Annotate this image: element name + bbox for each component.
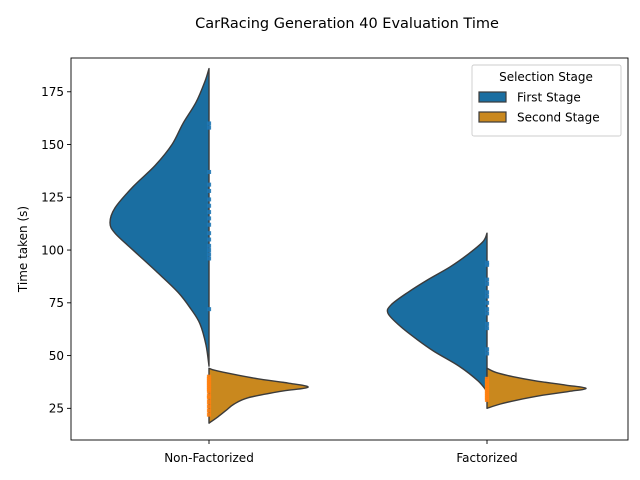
- data-point: [206, 243, 212, 248]
- data-point: [206, 121, 212, 126]
- data-point: [206, 216, 212, 221]
- y-axis-label: Time taken (s): [16, 206, 30, 293]
- legend-entry: Second Stage: [517, 111, 600, 125]
- data-point: [206, 389, 212, 394]
- data-point: [484, 326, 490, 331]
- data-point: [206, 203, 212, 208]
- data-point: [484, 397, 490, 402]
- data-point: [206, 248, 212, 253]
- series-second-stage: [206, 367, 587, 424]
- data-point: [206, 197, 212, 202]
- data-point: [484, 260, 490, 265]
- data-point: [206, 385, 212, 390]
- data-point: [206, 125, 212, 130]
- data-point: [484, 290, 490, 295]
- data-point: [206, 169, 212, 174]
- data-point: [484, 281, 490, 286]
- data-point: [206, 188, 212, 193]
- y-tick-label: 125: [41, 191, 64, 205]
- data-point: [206, 376, 212, 381]
- data-point: [484, 383, 490, 388]
- data-point: [206, 374, 212, 379]
- data-point: [206, 408, 212, 413]
- axes: 25 50 75 100 125 150 175 Non-Factorized Factoriz…: [41, 85, 518, 465]
- y-tick-label: 50: [49, 349, 64, 363]
- legend-swatch: [478, 91, 507, 103]
- legend-swatch: [478, 111, 507, 123]
- data-point: [206, 387, 212, 392]
- data-point: [206, 395, 212, 400]
- data-point: [484, 385, 490, 390]
- data-point: [484, 389, 490, 394]
- data-point: [484, 347, 490, 352]
- legend-title: Selection Stage: [499, 70, 593, 84]
- data-point: [484, 307, 490, 312]
- y-tick-label: 150: [41, 138, 64, 152]
- data-point: [206, 393, 212, 398]
- x-tick-label: Non-Factorized: [164, 451, 254, 465]
- data-point: [206, 210, 212, 215]
- data-point: [484, 311, 490, 316]
- data-point: [484, 378, 490, 383]
- data-point: [484, 395, 490, 400]
- data-point: [206, 378, 212, 383]
- y-tick-label: 75: [49, 296, 64, 310]
- data-point: [206, 231, 212, 236]
- violin-half: [486, 367, 587, 410]
- y-tick-label: 100: [41, 243, 64, 257]
- plot-area: [109, 67, 587, 424]
- legend: Selection Stage First Stage Second Stage: [471, 64, 622, 137]
- data-point: [206, 252, 212, 257]
- data-point: [484, 376, 490, 381]
- data-point: [484, 391, 490, 396]
- data-point: [206, 307, 212, 312]
- violin-half: [109, 67, 210, 367]
- data-point: [484, 387, 490, 392]
- data-point: [206, 381, 212, 386]
- axes-frame: [70, 57, 629, 441]
- data-point: [206, 222, 212, 227]
- data-point: [206, 404, 212, 409]
- data-point: [206, 400, 212, 405]
- y-tick-label: 25: [49, 402, 64, 416]
- y-tick-label: 175: [41, 85, 64, 99]
- data-point: [484, 300, 490, 305]
- data-point: [206, 182, 212, 187]
- data-point: [484, 277, 490, 282]
- legend-entry: First Stage: [517, 91, 581, 105]
- data-point: [484, 351, 490, 356]
- data-point: [206, 256, 212, 261]
- data-point: [206, 237, 212, 242]
- data-point: [206, 412, 212, 417]
- data-point: [484, 294, 490, 299]
- data-point: [484, 321, 490, 326]
- data-point: [484, 393, 490, 398]
- chart-title: CarRacing Generation 40 Evaluation Time: [195, 16, 499, 32]
- data-point: [484, 381, 490, 386]
- violin-half: [208, 367, 309, 424]
- legend-box: [471, 64, 622, 137]
- data-point: [206, 383, 212, 388]
- series-first-stage: [109, 67, 490, 393]
- data-point: [484, 262, 490, 267]
- x-tick-label: Factorized: [456, 451, 517, 465]
- violin-half: [386, 232, 488, 393]
